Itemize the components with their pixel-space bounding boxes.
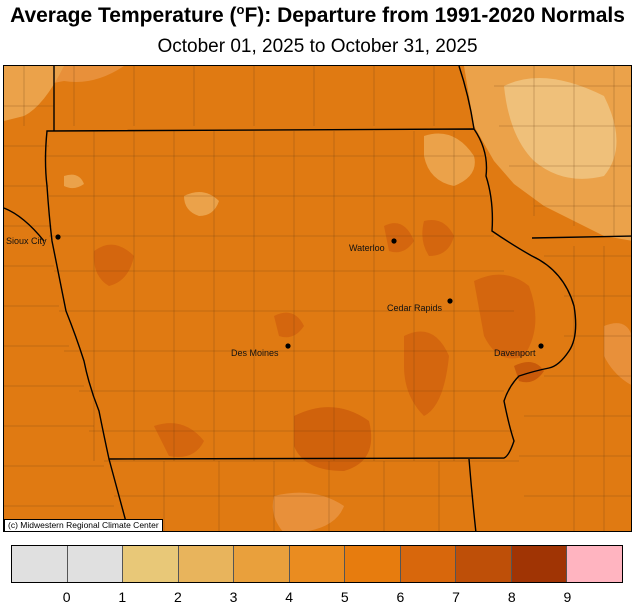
color-legend (11, 545, 623, 583)
legend-tick-label: 5 (340, 589, 349, 605)
map-title: Average Temperature (oF): Departure from… (10, 2, 625, 27)
cooler-regions (4, 66, 631, 531)
wi-il-border (531, 235, 631, 239)
city-label-des-moines: Des Moines (231, 348, 279, 358)
sd-ne-border (4, 207, 45, 242)
legend-tick-label: 7 (452, 589, 460, 605)
city-markers: Sioux City Waterloo Cedar Rapids Des Moi… (6, 234, 544, 358)
city-marker-sioux-city (55, 234, 61, 240)
city-label-waterloo: Waterloo (349, 243, 385, 253)
legend-bin (511, 546, 568, 582)
map-subtitle: October 01, 2025 to October 31, 2025 (157, 36, 478, 57)
iowa-border (44, 128, 577, 460)
legend-bin (234, 546, 290, 582)
legend-tick-label: 0 (62, 589, 71, 605)
county-grid (4, 66, 631, 531)
city-marker-waterloo (391, 238, 397, 244)
legend-bin (178, 546, 235, 582)
mn-wi-border (458, 66, 475, 130)
city-label-sioux-city: Sioux City (6, 236, 47, 246)
legend-bin (123, 546, 179, 582)
legend-bin (289, 546, 346, 582)
legend-bin (12, 546, 68, 582)
legend-tick-label: 9 (563, 589, 572, 605)
legend-tick-label: 3 (229, 589, 238, 605)
legend-bin (456, 546, 512, 582)
temperature-map: Sioux City Waterloo Cedar Rapids Des Moi… (3, 65, 632, 532)
legend-tick-label: 6 (396, 589, 405, 605)
warmer-regions (93, 220, 544, 471)
city-marker-des-moines (285, 343, 291, 349)
city-marker-cedar-rapids (447, 298, 453, 304)
city-label-cedar-rapids: Cedar Rapids (387, 303, 443, 313)
legend-tick-label: 2 (174, 589, 182, 605)
legend-tick-label: 1 (118, 589, 127, 605)
legend-bin (400, 546, 457, 582)
legend-bin (345, 546, 401, 582)
credit-label: (c) Midwestern Regional Climate Center (4, 519, 163, 532)
city-marker-davenport (538, 343, 544, 349)
legend-tick-label: 4 (285, 589, 294, 605)
legend-bin (67, 546, 124, 582)
legend-ticks: 0 1 2 3 4 5 6 7 8 9 (0, 589, 635, 609)
legend-tick-label: 8 (507, 589, 516, 605)
city-label-davenport: Davenport (494, 348, 536, 358)
legend-bin (567, 546, 623, 582)
